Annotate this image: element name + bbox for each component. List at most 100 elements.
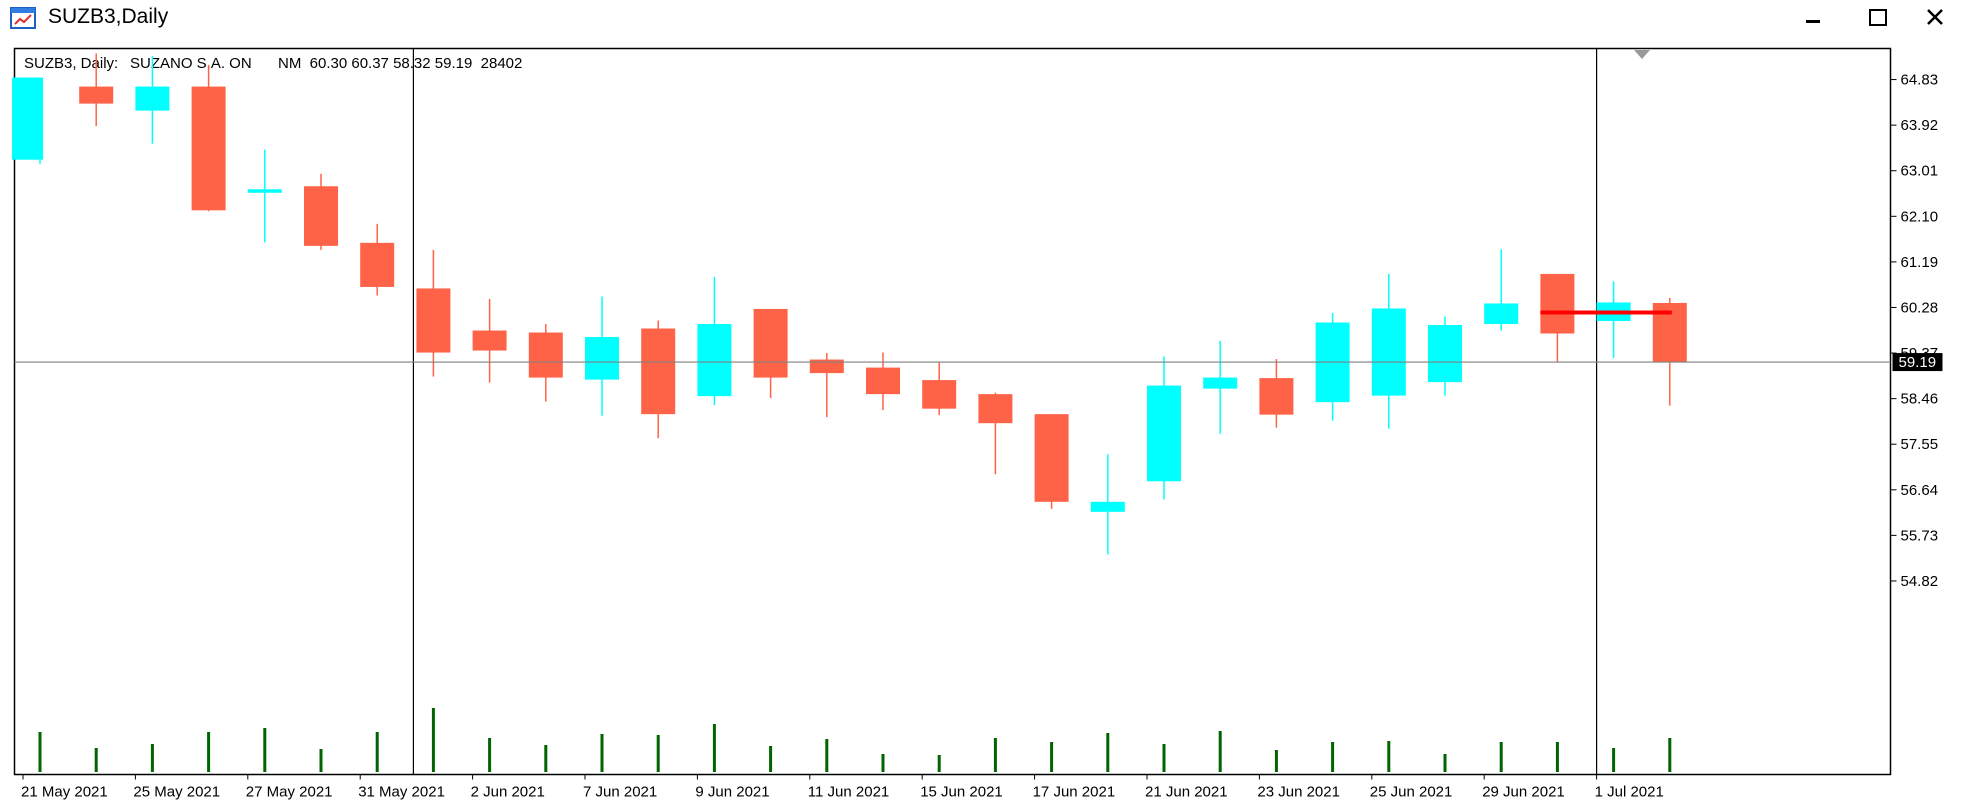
candle: [416, 249, 451, 377]
candle: [304, 173, 338, 250]
instrument-name: SUZANO S.A. ON: [130, 55, 252, 72]
volume-bar: [150, 744, 154, 772]
candle: [1259, 359, 1294, 428]
volume-bar: [1106, 733, 1110, 772]
candle: [12, 77, 43, 164]
volume-bar: [488, 738, 492, 772]
candle-body: [304, 186, 338, 246]
candle-body: [1203, 377, 1238, 389]
price-tick-label: 64.83: [1901, 72, 1939, 89]
candle-body: [1540, 273, 1575, 334]
volume-bar: [1612, 748, 1616, 772]
close-button[interactable]: [1906, 0, 1966, 38]
candle: [1540, 273, 1575, 363]
candle-body: [1259, 378, 1294, 415]
price-tick-label: 61.19: [1901, 254, 1939, 271]
candle-body: [1371, 308, 1406, 396]
candle: [135, 56, 170, 144]
candle: [753, 308, 788, 399]
volume-bar: [431, 708, 435, 772]
volume-bar: [38, 732, 42, 772]
candle: [472, 298, 507, 383]
candle: [528, 324, 563, 402]
current-price-tag: 59.19: [1892, 353, 1943, 372]
time-tick-label: 21 Jun 2021: [1145, 784, 1228, 801]
chart-window-icon: [10, 6, 38, 30]
candle-body: [866, 367, 900, 395]
volume-bar: [825, 739, 829, 772]
volume-bar: [1050, 742, 1054, 772]
price-tick-label: 56.64: [1901, 482, 1939, 499]
candle: [1428, 316, 1462, 396]
candle: [809, 353, 844, 418]
time-tick-label: 11 Jun 2021: [808, 784, 889, 801]
price-tag-background: [1892, 353, 1943, 372]
candles: [12, 53, 1687, 555]
candle-body: [12, 77, 43, 160]
close-icon: [1927, 9, 1943, 25]
volume-bar: [881, 754, 885, 772]
volume-bar: [263, 728, 267, 772]
time-tick-label: 27 May 2021: [246, 784, 333, 801]
volume-bar: [1162, 744, 1166, 772]
volume-bar: [1555, 742, 1559, 772]
price-axis: 64.8363.9263.0162.1061.1960.2859.3758.46…: [1890, 72, 1939, 590]
window-title: SUZB3,Daily: [48, 5, 169, 28]
current-price-text: 59.19: [1899, 354, 1937, 371]
time-tick-label: 17 Jun 2021: [1033, 784, 1116, 801]
candle-body: [978, 394, 1013, 424]
volume-bar: [769, 746, 773, 772]
candle: [79, 53, 114, 127]
time-tick-label: 29 Jun 2021: [1482, 784, 1565, 801]
candle-body: [416, 288, 451, 353]
candle-body: [135, 86, 170, 111]
ohlc-readout: NM 60.30 60.37 58.32 59.19 28402: [278, 55, 522, 72]
price-chart[interactable]: SUZB3, Daily: SUZANO S.A. ON NM 60.30 60…: [12, 46, 1962, 807]
volume-bar: [656, 735, 660, 772]
candle: [922, 362, 957, 416]
time-axis: 21 May 2021 25 May 2021 27 May 2021 31 May …: [21, 774, 1664, 801]
price-tick-label: 54.82: [1901, 573, 1939, 590]
time-tick-label: 1 Jul 2021: [1595, 784, 1664, 801]
minimize-icon: [1806, 20, 1820, 23]
candle: [585, 296, 619, 416]
maximize-button[interactable]: [1846, 0, 1906, 38]
candle: [1203, 341, 1238, 434]
volume-bar: [544, 745, 548, 772]
volume-bar: [1218, 731, 1222, 772]
candle-body: [472, 330, 507, 351]
price-tick-label: 63.01: [1901, 163, 1939, 180]
price-tick-label: 57.55: [1901, 436, 1939, 453]
price-tick-label: 62.10: [1901, 208, 1939, 225]
plot-area[interactable]: [13, 47, 1892, 776]
chart-shift-marker[interactable]: [1634, 50, 1650, 59]
candle-body: [1484, 303, 1519, 324]
candle: [360, 223, 395, 296]
symbol-label: SUZB3, Daily:: [24, 55, 118, 72]
candle-body: [809, 359, 844, 374]
time-tick-label: 23 Jun 2021: [1257, 784, 1340, 801]
volume-bar: [600, 734, 604, 772]
candle-body: [1428, 325, 1462, 383]
volume-bar: [712, 724, 716, 772]
candle: [697, 276, 732, 406]
candle-body: [191, 86, 226, 211]
candle-body: [922, 380, 957, 409]
price-tick-label: 60.28: [1901, 299, 1939, 316]
time-tick-label: 7 Jun 2021: [583, 784, 657, 801]
candle-body: [641, 328, 676, 415]
candle-body: [79, 86, 114, 104]
chart-frame[interactable]: SUZB3, Daily: SUZANO S.A. ON NM 60.30 60…: [12, 46, 1962, 807]
volume-bar: [319, 749, 323, 772]
candle-body: [1147, 385, 1181, 482]
volume-bar: [1443, 754, 1447, 772]
candle: [1034, 414, 1069, 509]
volume-bar: [993, 738, 997, 772]
volume-bar: [375, 732, 379, 772]
minimize-button[interactable]: [1782, 0, 1842, 38]
time-tick-label: 9 Jun 2021: [695, 784, 769, 801]
candle: [641, 320, 676, 439]
price-overlays: 59.19: [14, 310, 1943, 372]
volume-bars: [38, 708, 1672, 772]
price-tick-label: 55.73: [1901, 527, 1939, 544]
